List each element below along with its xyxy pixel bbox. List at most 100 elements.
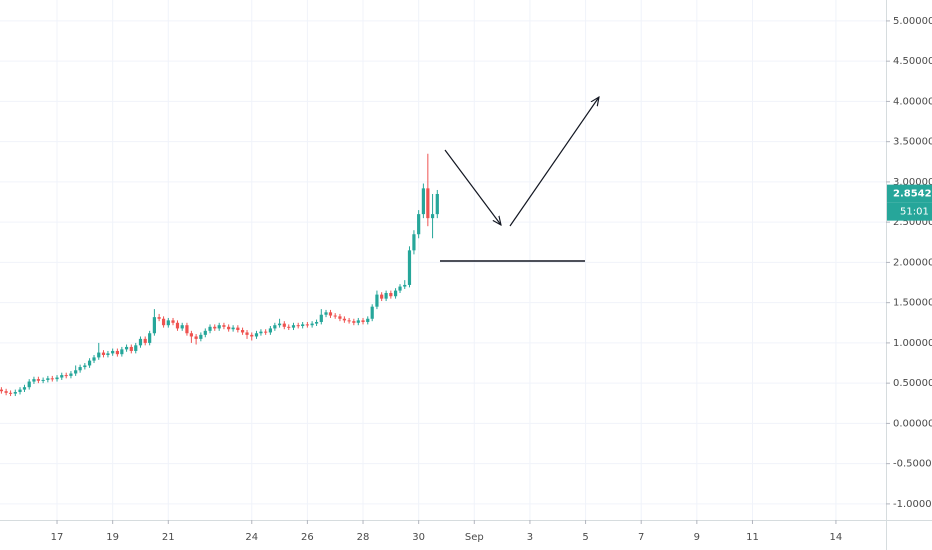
candle-body: [240, 330, 245, 333]
candle-body: [370, 306, 374, 319]
candle-body: [138, 338, 143, 346]
y-tick-label: 2.50000: [893, 217, 932, 228]
candle-body: [189, 333, 193, 337]
y-tick-label: 4.50000: [893, 56, 932, 67]
candle-body: [22, 387, 27, 390]
candle-body: [417, 214, 421, 235]
candle-body: [18, 389, 22, 393]
candle-body: [245, 332, 249, 335]
x-tick-label: 5: [582, 532, 588, 543]
candle-body: [180, 325, 184, 329]
candle-body: [296, 325, 300, 327]
candle-body: [236, 327, 240, 331]
candle-body: [421, 188, 425, 215]
candle-body: [0, 389, 3, 392]
candle-body: [333, 315, 337, 317]
x-tick-label: 26: [301, 532, 314, 543]
y-tick-label: 0.50000: [893, 378, 932, 389]
candle-body: [407, 250, 412, 285]
candle-body: [398, 286, 402, 291]
y-tick-label: 0.00000: [893, 418, 932, 429]
candle-body: [129, 346, 133, 351]
candle-body: [319, 314, 323, 322]
last-price-box: [887, 184, 932, 203]
countdown-label: 51:01: [900, 207, 929, 218]
candle-body: [92, 357, 96, 361]
candle-body: [356, 320, 360, 323]
candle-body: [213, 326, 217, 329]
candle-body: [50, 378, 54, 380]
candle-body: [106, 353, 110, 355]
candle-body: [134, 345, 138, 351]
candle-body: [217, 325, 221, 329]
y-tick-label: 2.00000: [893, 257, 932, 268]
price-axis: [886, 0, 932, 550]
countdown-box: [887, 202, 932, 221]
candle-body: [227, 326, 231, 330]
x-tick-label: 28: [357, 532, 370, 543]
candle-body: [324, 312, 328, 315]
candle-body: [366, 318, 370, 322]
candle-body: [403, 284, 407, 287]
grid: [0, 0, 886, 520]
candle-body: [161, 318, 166, 326]
candle-body: [185, 325, 189, 334]
y-tick-label: 3.50000: [893, 137, 932, 148]
candle-body: [69, 373, 73, 376]
candle-body: [36, 379, 40, 381]
candle-body: [120, 349, 124, 355]
candle-body: [259, 331, 263, 334]
candle-body: [277, 323, 282, 326]
x-tick-label: Sep: [465, 532, 484, 543]
candle-body: [101, 352, 106, 355]
candle-body: [375, 294, 379, 307]
candle-body: [199, 334, 203, 339]
candle-body: [64, 375, 68, 377]
candle-body: [124, 346, 129, 350]
candle-body: [194, 336, 198, 339]
y-tick-label: 1.50000: [893, 298, 932, 309]
candle-body: [203, 330, 207, 335]
y-tick-label: 3.00000: [893, 177, 932, 188]
x-tick-label: 9: [694, 532, 700, 543]
candle-body: [268, 328, 272, 333]
candle-body: [282, 323, 286, 327]
drawings: [440, 97, 599, 262]
candle-body: [231, 327, 235, 330]
candle-body: [60, 375, 64, 378]
arrow-up: [509, 97, 599, 227]
candle-body: [287, 326, 291, 328]
x-tick-label: 24: [245, 532, 258, 543]
candle-body: [310, 323, 314, 326]
candle-body: [430, 214, 435, 219]
candle-body: [55, 377, 59, 380]
time-axis: [0, 520, 932, 550]
x-tick-label: 7: [638, 532, 644, 543]
candle-body: [157, 317, 161, 319]
candle-body: [222, 325, 226, 327]
candle-body: [338, 316, 342, 319]
candle-body: [384, 293, 388, 299]
candle-body: [111, 350, 115, 354]
candle-body: [273, 325, 277, 329]
candle-body: [32, 379, 36, 382]
candle-body: [291, 325, 296, 328]
candle-body: [143, 338, 147, 343]
candle-body: [361, 320, 365, 322]
candle-body: [250, 334, 254, 337]
x-tick-label: 21: [162, 532, 175, 543]
candle-body: [4, 391, 8, 393]
candle-body: [435, 193, 439, 215]
candle-body: [264, 331, 268, 333]
last-price-label: 2.85426: [893, 189, 932, 200]
candle-body: [342, 318, 346, 321]
x-tick-label: 3: [527, 532, 533, 543]
candle-body: [115, 350, 119, 355]
candle-body: [314, 321, 319, 324]
candle-body: [78, 367, 82, 371]
candle-body: [171, 320, 175, 323]
candle-body: [46, 378, 50, 380]
candle-body: [175, 322, 180, 329]
candle-body: [27, 381, 31, 388]
candle-body: [148, 333, 152, 343]
